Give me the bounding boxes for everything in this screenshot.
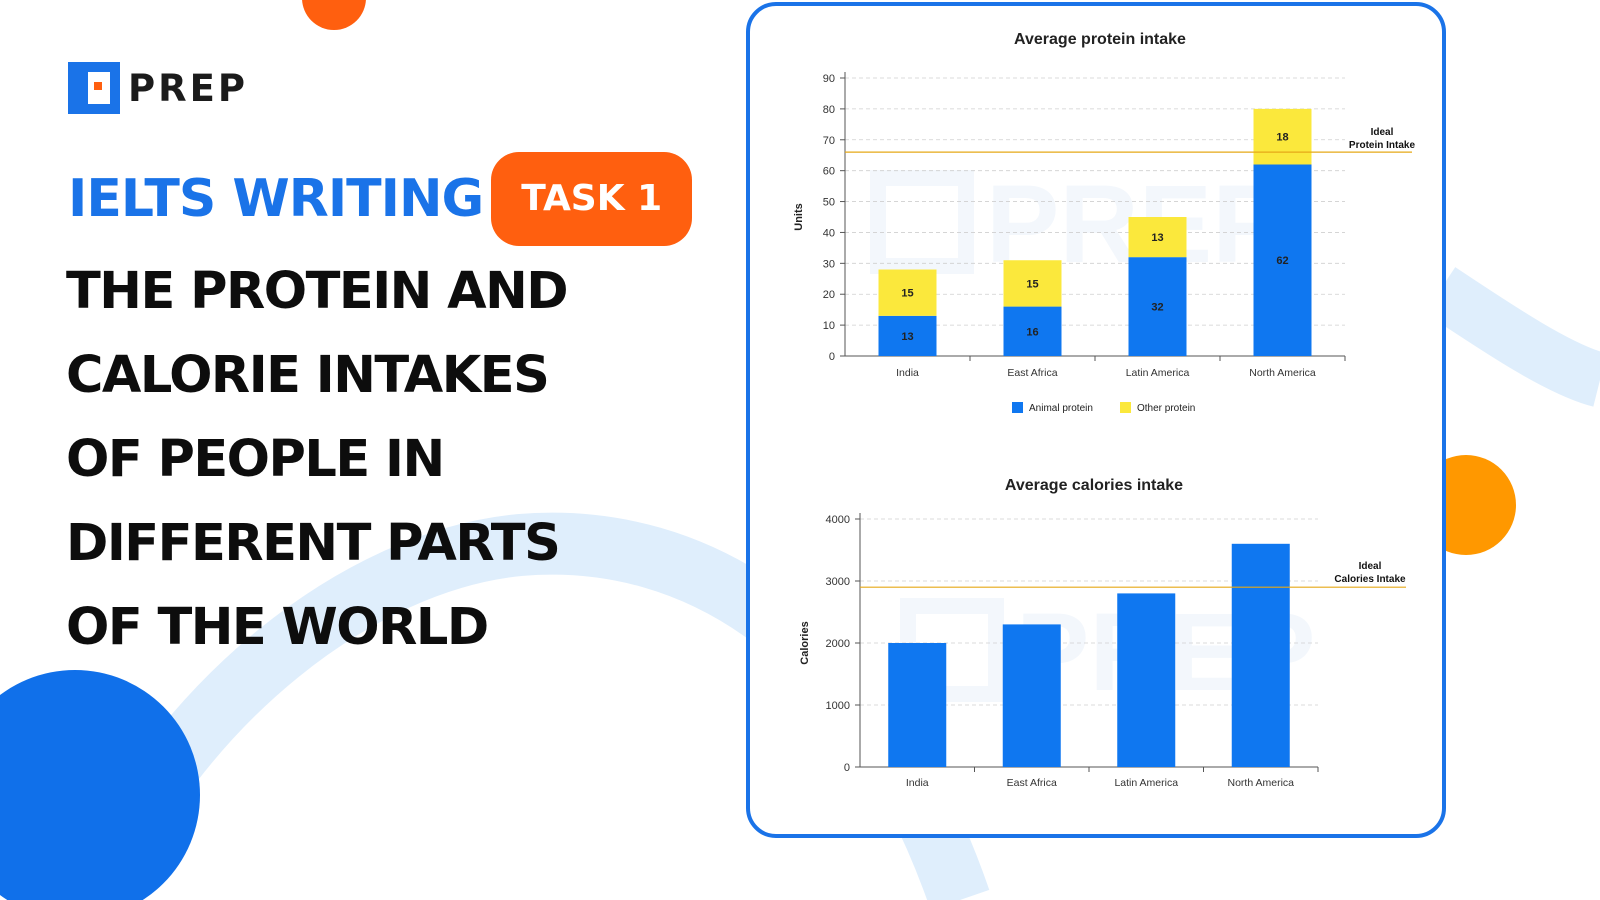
- x-tick-label: Latin America: [1114, 777, 1178, 789]
- bar-value-label: 13: [901, 331, 913, 343]
- watermark-logo: PREP: [870, 163, 1286, 286]
- bar: [878, 315, 937, 356]
- bar: [1231, 543, 1290, 767]
- legend-swatch: [1120, 402, 1131, 413]
- bar-value-label: 13: [1151, 232, 1163, 244]
- y-tick-label: 2000: [826, 638, 850, 650]
- y-tick-label: 40: [823, 227, 835, 239]
- y-tick-label: 70: [823, 135, 835, 147]
- orange-dot-top: [302, 0, 366, 30]
- prep-logo[interactable]: PREP: [68, 62, 248, 114]
- headline: IELTS WRITING TASK 1: [68, 152, 693, 246]
- x-tick-label: North America: [1249, 367, 1316, 379]
- title-line: DIFFERENT PARTS: [66, 514, 561, 573]
- ideal-intake-label: Ideal: [1371, 127, 1394, 138]
- legend-label: Animal protein: [1029, 403, 1093, 414]
- y-tick-label: 60: [823, 166, 835, 178]
- bar-value-label: 15: [901, 288, 913, 300]
- bar: [878, 269, 937, 316]
- x-tick-label: North America: [1227, 777, 1294, 789]
- title-line: CALORIE INTAKES: [66, 346, 550, 405]
- prep-logo-icon: [68, 62, 120, 114]
- x-tick-label: Latin America: [1126, 367, 1190, 379]
- blue-circle-bottom-left: [0, 670, 200, 900]
- y-tick-label: 20: [823, 289, 835, 301]
- bar: [1128, 217, 1187, 258]
- bar: [1002, 624, 1061, 767]
- bar-value-label: 32: [1151, 302, 1163, 314]
- title-line: OF THE WORLD: [66, 598, 489, 657]
- charts-svg: PREPPREPAverage protein intake0102030405…: [793, 31, 1416, 789]
- title-line: OF PEOPLE IN: [66, 430, 445, 489]
- x-tick-label: India: [906, 777, 929, 789]
- bar-value-label: 62: [1276, 255, 1288, 267]
- ideal-intake-label: Calories Intake: [1334, 574, 1406, 585]
- y-tick-label: 0: [844, 762, 850, 774]
- light-blue-arc-right: [1424, 267, 1600, 407]
- chart-title: Average protein intake: [1014, 31, 1186, 48]
- page-title: THE PROTEIN AND CALORIE INTAKES OF PEOPL…: [66, 250, 666, 670]
- bar-value-label: 15: [1026, 278, 1038, 290]
- bar: [1003, 260, 1062, 307]
- bar: [1003, 306, 1062, 356]
- bar: [1253, 108, 1312, 165]
- ideal-intake-label: Protein Intake: [1349, 140, 1416, 151]
- y-tick-label: 4000: [826, 514, 850, 526]
- y-tick-label: 1000: [826, 700, 850, 712]
- bar: [888, 643, 947, 767]
- title-line: THE PROTEIN AND: [66, 262, 569, 321]
- bar: [1128, 257, 1187, 356]
- legend-swatch: [1012, 402, 1023, 413]
- task-badge: TASK 1: [491, 152, 693, 246]
- watermark-logo-icon: [870, 170, 974, 274]
- brand-name: PREP: [128, 66, 249, 110]
- chart-title: Average calories intake: [1005, 477, 1183, 494]
- y-tick-label: 3000: [826, 576, 850, 588]
- chart-card: PREPPREPAverage protein intake0102030405…: [746, 2, 1446, 838]
- y-tick-label: 30: [823, 258, 835, 270]
- x-tick-label: India: [896, 367, 919, 379]
- bar-value-label: 16: [1026, 326, 1038, 338]
- ideal-intake-label: Ideal: [1359, 561, 1382, 572]
- y-tick-label: 80: [823, 104, 835, 116]
- y-axis-label: Units: [793, 203, 805, 231]
- bar: [1253, 164, 1312, 356]
- y-tick-label: 50: [823, 197, 835, 209]
- y-tick-label: 90: [823, 73, 835, 85]
- x-tick-label: East Africa: [1007, 777, 1057, 789]
- legend-label: Other protein: [1137, 403, 1195, 414]
- bar-value-label: 18: [1276, 132, 1288, 144]
- x-tick-label: East Africa: [1007, 367, 1057, 379]
- y-tick-label: 10: [823, 320, 835, 332]
- y-axis-label: Calories: [799, 621, 811, 664]
- y-tick-label: 0: [829, 351, 835, 363]
- series-title: IELTS WRITING: [68, 169, 484, 229]
- bar: [1117, 593, 1176, 767]
